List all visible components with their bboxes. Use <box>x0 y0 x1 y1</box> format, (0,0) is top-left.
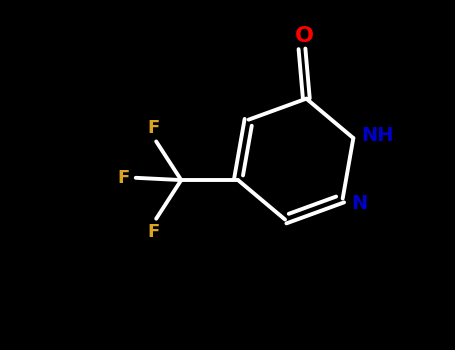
Text: NH: NH <box>362 126 394 145</box>
Text: F: F <box>148 119 160 137</box>
Text: O: O <box>295 26 314 46</box>
Text: N: N <box>351 194 367 212</box>
Text: F: F <box>117 169 129 187</box>
Text: F: F <box>148 223 160 242</box>
